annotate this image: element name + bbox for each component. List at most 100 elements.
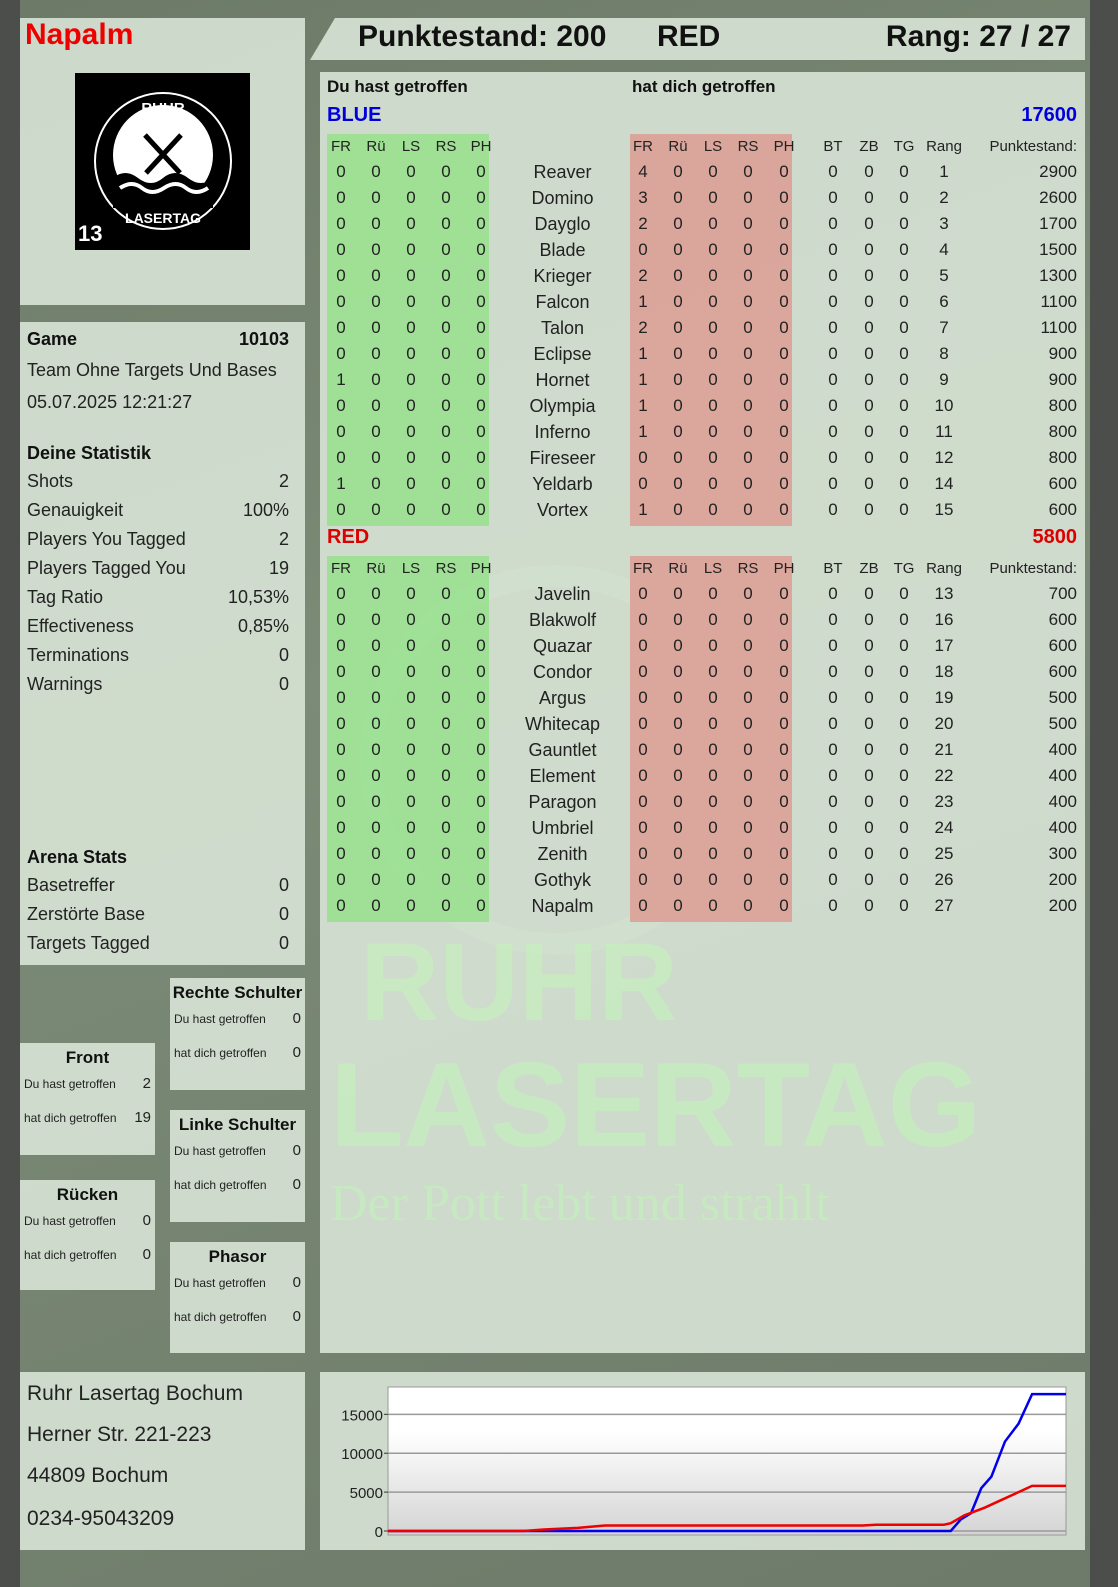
player-name: Domino [531,188,594,208]
player-name: Zenith [537,844,588,864]
player-name: Hornet [535,370,590,390]
hit-you-cell: 0 [743,240,753,259]
col-header: RS [737,138,759,155]
col-header: RS [737,560,759,577]
hit-you-cell: 0 [779,448,789,467]
you-hit-cell: 0 [371,766,381,785]
hit-you-cell: 0 [779,474,789,493]
you-hit-cell: 0 [476,584,486,603]
extra-cell: 0 [864,688,874,707]
hit-you-cell: 0 [779,688,789,707]
you-hit-cell: 0 [371,688,381,707]
player-name: Falcon [535,292,590,312]
extra-cell: 0 [828,292,838,311]
hit-you-cell: 0 [708,266,718,285]
hit-you-cell: 0 [743,318,753,337]
hit-you-cell: 0 [743,266,753,285]
hit-value: 0 [292,1274,301,1291]
table-row: 0 0 0 0 0 Domino 3 0 0 0 0 0 0 0 2 2600 [320,188,1085,214]
extra-cell: 18 [934,662,954,681]
hit-you-cell: 0 [638,766,648,785]
table-row: 0 0 0 0 0 Vortex 1 0 0 0 0 0 0 0 15 600 [320,500,1085,526]
hit-you-cell: 0 [673,766,683,785]
player-score: 300 [1048,844,1077,863]
you-hit-cell: 0 [441,714,451,733]
player-score: 900 [1048,370,1077,389]
stat-label: Terminations [27,645,130,665]
y-tick-label: 15000 [341,1407,383,1424]
hit-you-cell: 0 [708,714,718,733]
you-hit-cell: 0 [441,162,451,181]
chart-panel: 0 5000 10000 15000 [320,1372,1085,1550]
you-hit-cell: 1 [336,474,346,493]
player-name: Javelin [534,584,591,604]
hit-you-cell: 0 [743,844,753,863]
you-hit-cell: 0 [371,240,381,259]
body-part-title: Phasor [208,1247,267,1266]
hit-you-cell: 0 [779,318,789,337]
hit-you-cell: 0 [779,240,789,259]
stat-label: Genauigkeit [27,500,124,520]
hit-you-cell: 0 [743,370,753,389]
col-header: FR [633,138,653,155]
hit-label: Du hast getroffen [174,1012,266,1026]
arena-stat-value: 0 [278,875,289,895]
stat-value: 10,53% [227,587,289,607]
you-hit-cell: 0 [371,318,381,337]
hit-you-cell: 0 [708,740,718,759]
you-hit-cell: 0 [476,318,486,337]
hit-you-cell: 0 [673,792,683,811]
team-score: 17600 [1021,104,1077,126]
you-hit-cell: 0 [406,844,416,863]
you-hit-cell: 0 [441,266,451,285]
you-hit-cell: 0 [441,370,451,389]
you-hit-cell: 0 [406,318,416,337]
extra-cell: 0 [899,292,909,311]
stat-label: Shots [27,471,74,491]
table-row: 0 0 0 0 0 Blakwolf 0 0 0 0 0 0 0 0 16 600 [320,610,1085,636]
address-line: 0234-95043209 [27,1507,175,1530]
table-row: 0 0 0 0 0 Argus 0 0 0 0 0 0 0 0 19 500 [320,688,1085,714]
player-name: Eclipse [533,344,592,364]
extra-cell: 1 [939,162,949,181]
you-hit-cell: 0 [406,636,416,655]
hit-you-cell: 0 [779,344,789,363]
player-name: Whitecap [524,714,601,734]
you-hit-cell: 0 [371,714,381,733]
you-hit-cell: 0 [336,792,346,811]
hit-you-cell: 0 [779,370,789,389]
you-hit-cell: 1 [336,370,346,389]
you-hit-cell: 0 [476,474,486,493]
hit-you-cell: 0 [673,240,683,259]
col-header: Rü [668,560,688,577]
stat-label: Effectiveness [27,616,134,636]
hit-you-cell: 0 [708,610,718,629]
you-hit-cell: 0 [406,344,416,363]
extra-cell: 0 [899,766,909,785]
extra-cell: 0 [899,714,909,733]
player-score: 1100 [1040,292,1077,311]
you-hit-cell: 0 [371,162,381,181]
hit-you-cell: 0 [743,662,753,681]
you-hit-cell: 0 [406,714,416,733]
extra-cell: 0 [864,344,874,363]
you-hit-heading: Du hast getroffen [327,77,468,96]
you-hit-cell: 0 [406,474,416,493]
you-hit-cell: 0 [406,896,416,915]
you-hit-cell: 0 [476,396,486,415]
col-header: Rü [366,138,386,155]
hit-you-cell: 1 [638,422,648,441]
player-name: Talon [540,318,585,338]
hit-you-cell: 0 [708,318,718,337]
you-hit-cell: 0 [441,240,451,259]
hit-you-cell: 1 [638,292,648,311]
hit-you-cell: 0 [779,818,789,837]
table-row: 0 0 0 0 0 Reaver 4 0 0 0 0 0 0 0 1 2900 [320,162,1085,188]
player-score: 600 [1048,500,1077,519]
extra-cell: 0 [864,740,874,759]
player-name: Blakwolf [528,610,597,630]
player-score: 2900 [1039,162,1077,181]
you-hit-cell: 0 [371,792,381,811]
logo-text-lasertag: LASERTAG [125,210,201,226]
hit-label: Du hast getroffen [24,1214,116,1228]
